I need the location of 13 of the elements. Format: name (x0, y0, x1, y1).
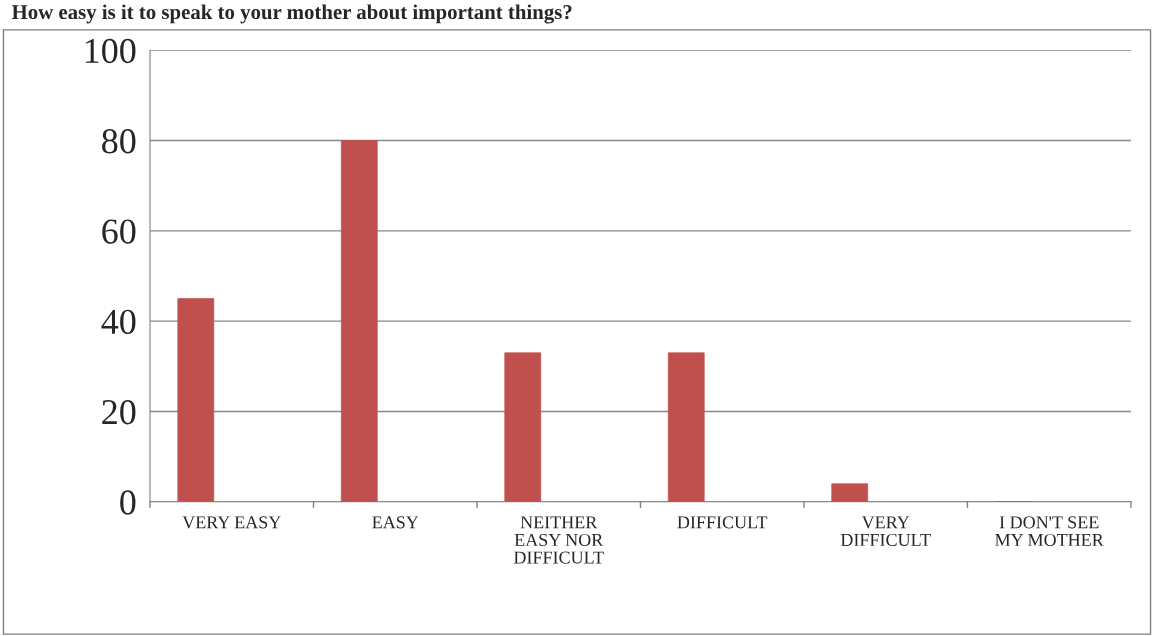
y-tick-label: 0 (120, 490, 136, 515)
y-tick-label: 40 (101, 309, 136, 335)
y-tick-label: 20 (102, 400, 136, 425)
y-tick-label: 60 (102, 219, 136, 244)
x-tick-label: I DON'T SEE MY MOTHER (995, 516, 1104, 547)
x-tick-label: VERY EASY (182, 516, 281, 529)
x-tick-label: NEITHER EASY NOR DIFFICULT (513, 516, 604, 564)
x-tick-label: DIFFICULT (677, 516, 768, 529)
y-tick-label: 80 (102, 129, 136, 154)
y-tick-label: 100 (85, 38, 136, 64)
x-tick-label: EASY (372, 516, 419, 529)
chart-title: How easy is it to speak to your mother about important things? (11, 4, 572, 24)
x-tick-label: VERY DIFFICULT (840, 516, 931, 547)
